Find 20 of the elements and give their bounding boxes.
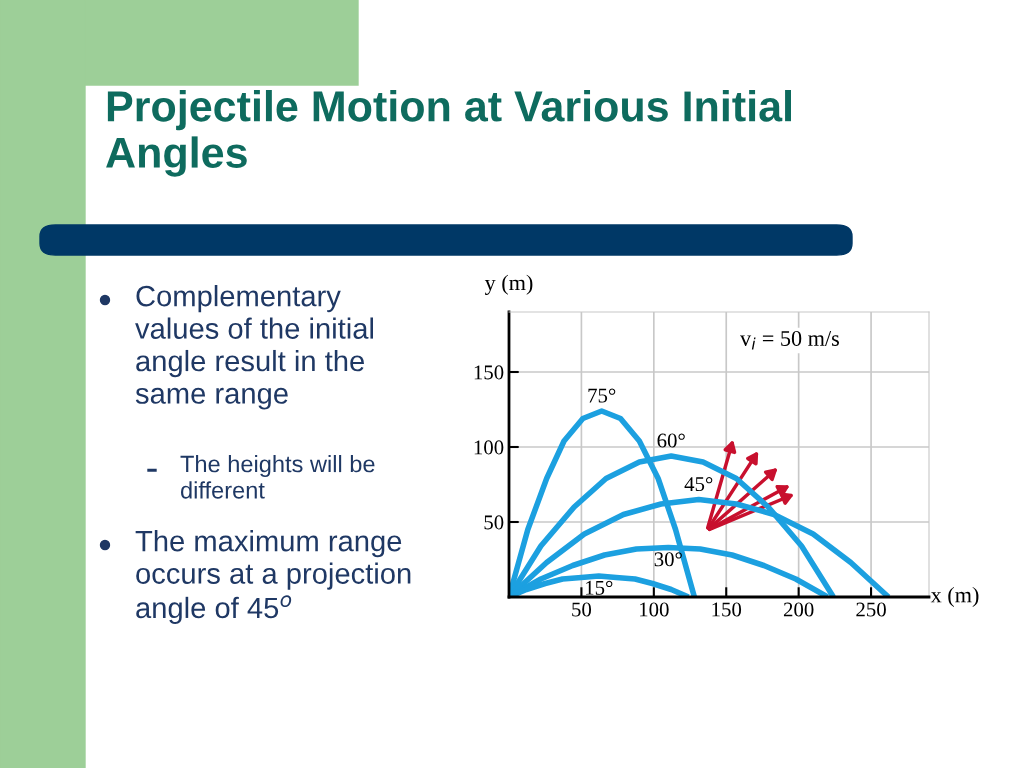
x-tick-label: 200 [783, 602, 814, 617]
annotation: v$_{i}$ = 50 m/s [740, 330, 839, 350]
y-axis-title: y (m) [484, 274, 533, 295]
series-label: 15° [586, 580, 613, 595]
x-tick-label: 100 [640, 602, 669, 617]
y-tick-label: 100 [474, 440, 504, 455]
x-tick-label: 50 [572, 602, 592, 617]
series-label: 30° [654, 552, 682, 567]
text: The heights will be different [180, 455, 375, 499]
series-label: 45° [684, 477, 713, 492]
text: Complementary values of the initial angle result in the same range [135, 285, 374, 410]
y-tick-label: 50 [484, 515, 504, 530]
chart-title: Projectile Motion at Various Initial Angles [106, 90, 791, 177]
series-label: 60° [657, 433, 685, 448]
x-tick-label: 250 [856, 602, 886, 617]
x-tick-label: 150 [712, 602, 742, 617]
x-axis-title: x (m) [930, 586, 979, 608]
series-label: 75° [588, 388, 616, 403]
y-tick-label: 150 [474, 365, 504, 380]
text: The maximum range occurs at a projection angle of 45$^{o}$ [135, 530, 411, 624]
